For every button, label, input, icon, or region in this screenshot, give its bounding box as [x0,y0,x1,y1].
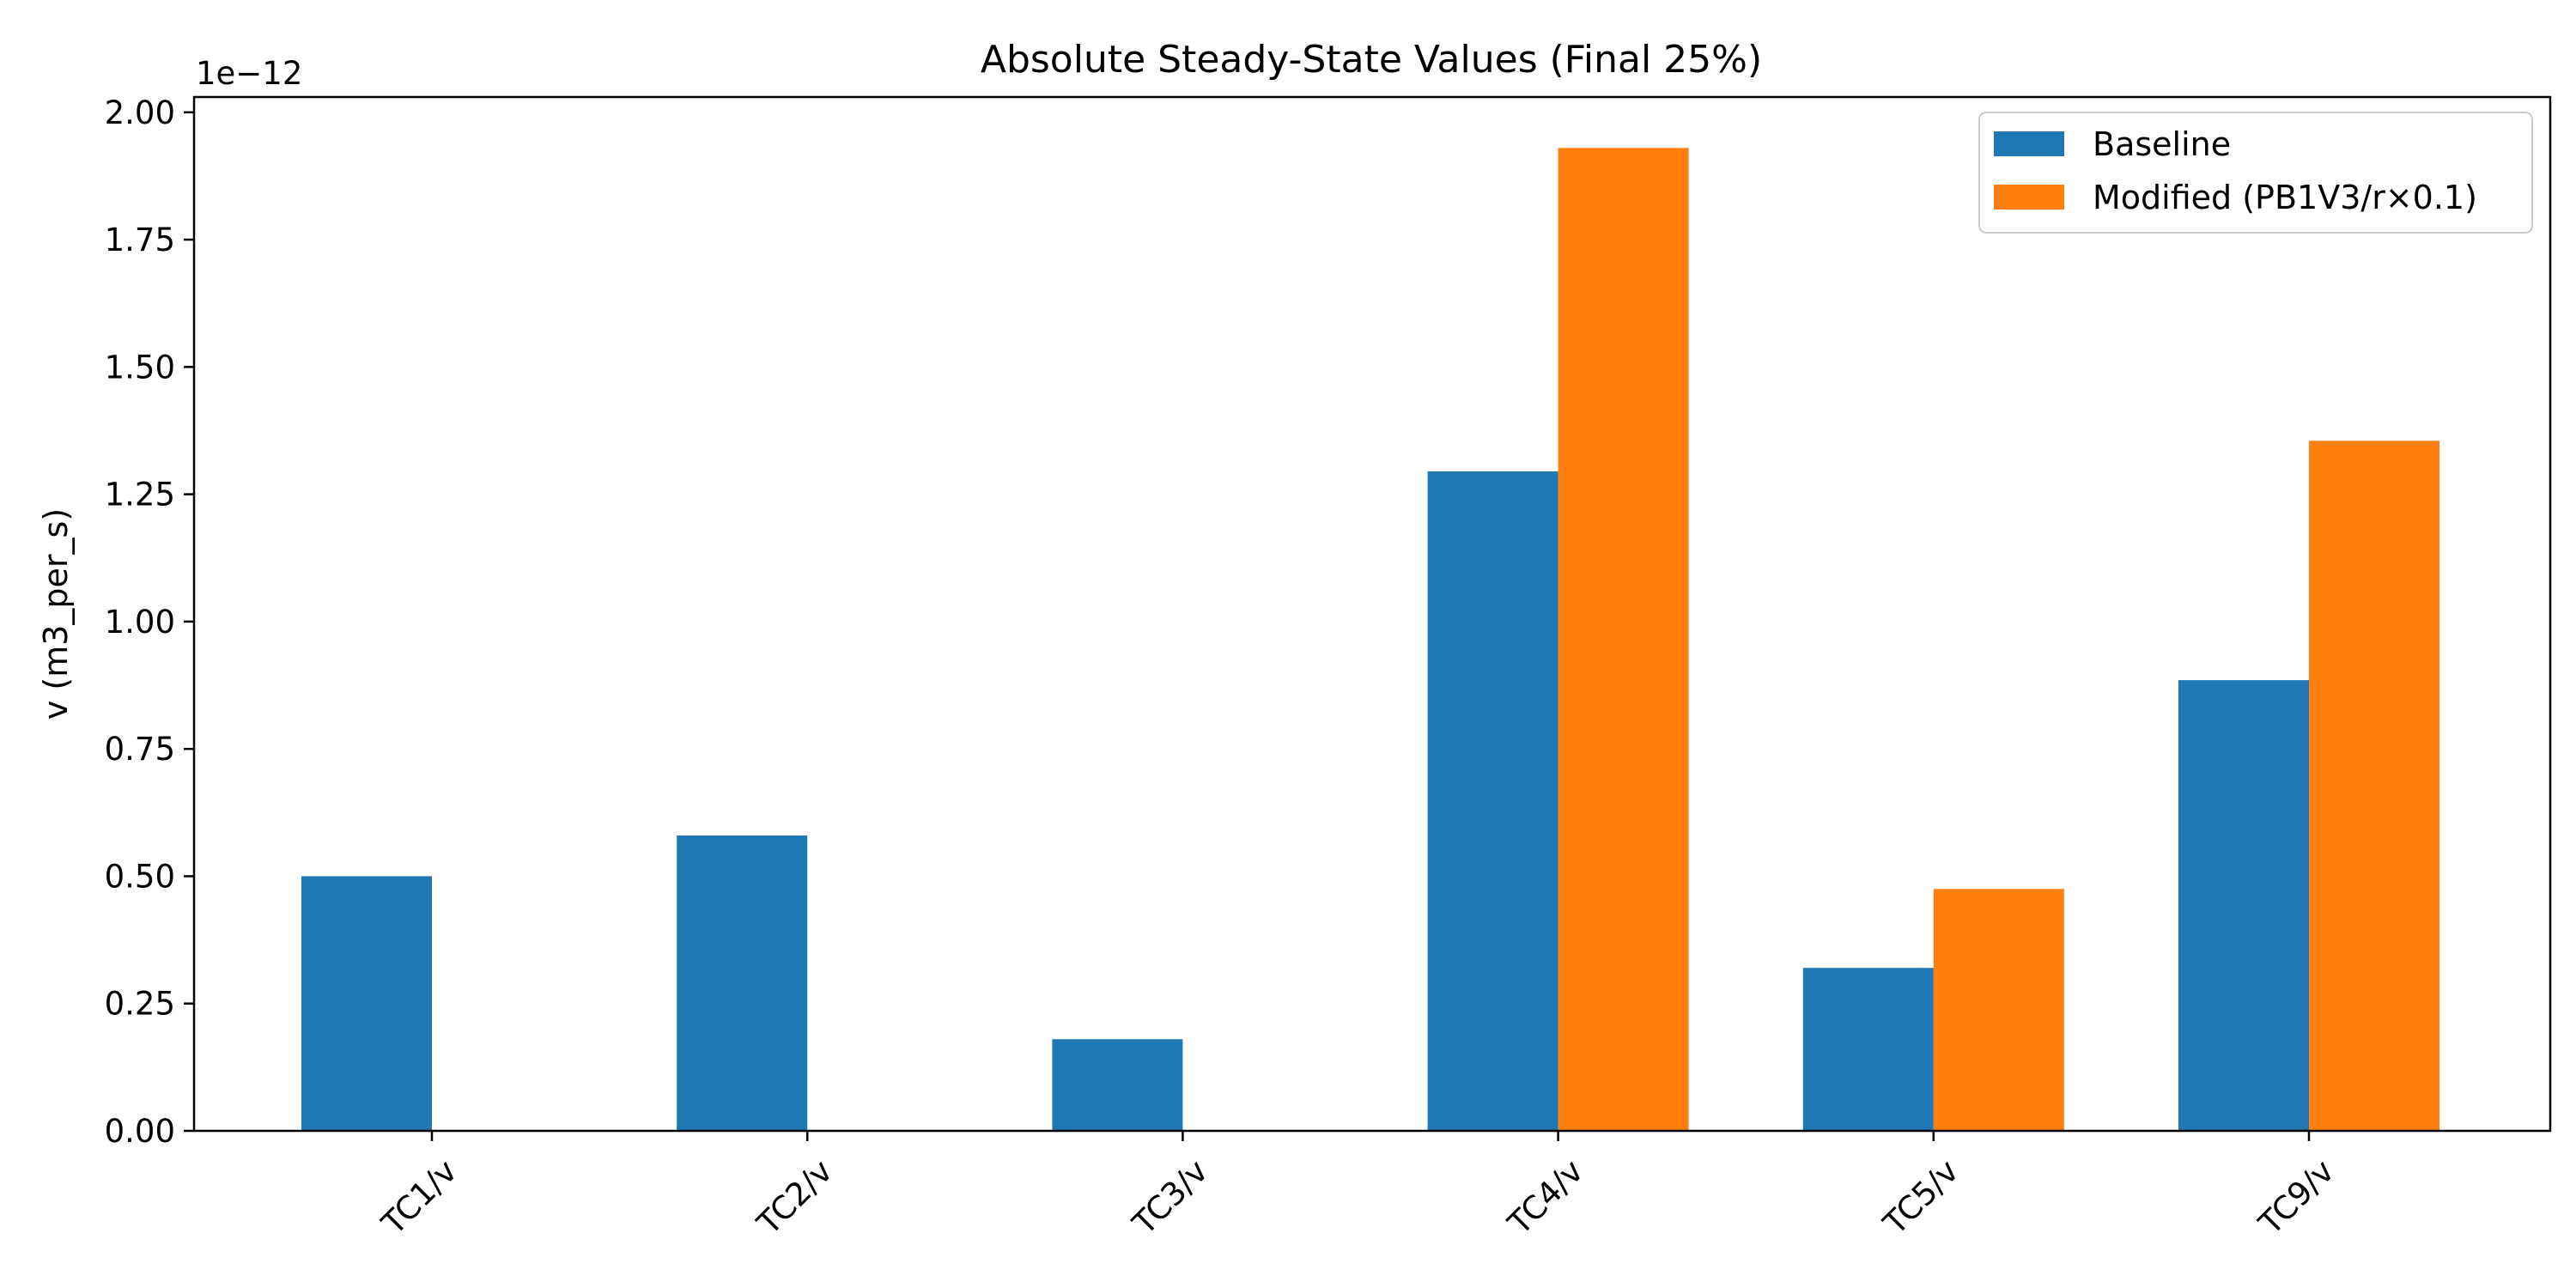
plot-area-frame [192,95,2552,1133]
y-axis-label: v (m3_per_s) [37,508,75,720]
legend-frame [1978,112,2533,234]
x-tick-label: TC4/v [1500,1152,1590,1242]
legend-swatch-modified [1994,185,2064,210]
bar-baseline-tc4-v [1427,471,1558,1131]
bar-baseline-tc1-v [301,876,432,1131]
x-tick-label: TC5/v [1876,1152,1966,1242]
bar-baseline-tc5-v [1802,968,1934,1131]
bar-baseline-tc3-v [1052,1039,1183,1131]
chart-title: Absolute Steady-State Values (Final 25%) [981,38,1762,82]
legend-label-baseline: Baseline [2093,125,2231,163]
y-tick-label: 0.75 [105,731,175,768]
y-axis-offset-text: 1e−12 [196,55,302,92]
y-tick-label: 2.00 [105,94,175,131]
y-tick-label: 0.50 [105,858,175,895]
y-tick-label: 0.00 [105,1113,175,1150]
y-tick-label: 1.25 [105,477,175,513]
y-tick-label: 0.25 [105,986,175,1023]
bar-baseline-tc9-v [2178,680,2309,1131]
legend: Baseline Modified (PB1V3/r×0.1) [1978,112,2533,234]
x-tick-label: TC3/v [1125,1152,1215,1242]
x-axis-ticks: TC1/v TC2/v TC3/v TC4/v TC5/v TC9/v [374,1131,2342,1242]
x-tick-label: TC2/v [750,1152,840,1242]
bar-modified-tc4-v [1558,148,1689,1132]
legend-label-modified: Modified (PB1V3/r×0.1) [2093,179,2477,216]
y-tick-label: 1.75 [105,222,175,258]
y-tick-label: 1.50 [105,349,175,386]
x-tick-label: TC9/v [2251,1152,2342,1242]
bar-baseline-tc2-v [677,835,808,1131]
bar-modified-tc5-v [1933,889,2064,1131]
legend-swatch-baseline [1994,131,2064,156]
y-axis-ticks: 0.00 0.25 0.50 0.75 1.00 1.25 1.50 1.75 2.00 [105,94,194,1150]
y-tick-label: 1.00 [105,604,175,641]
bar-modified-tc9-v [2309,440,2439,1131]
bars-group [301,148,2439,1132]
x-tick-label: TC1/v [374,1152,465,1242]
